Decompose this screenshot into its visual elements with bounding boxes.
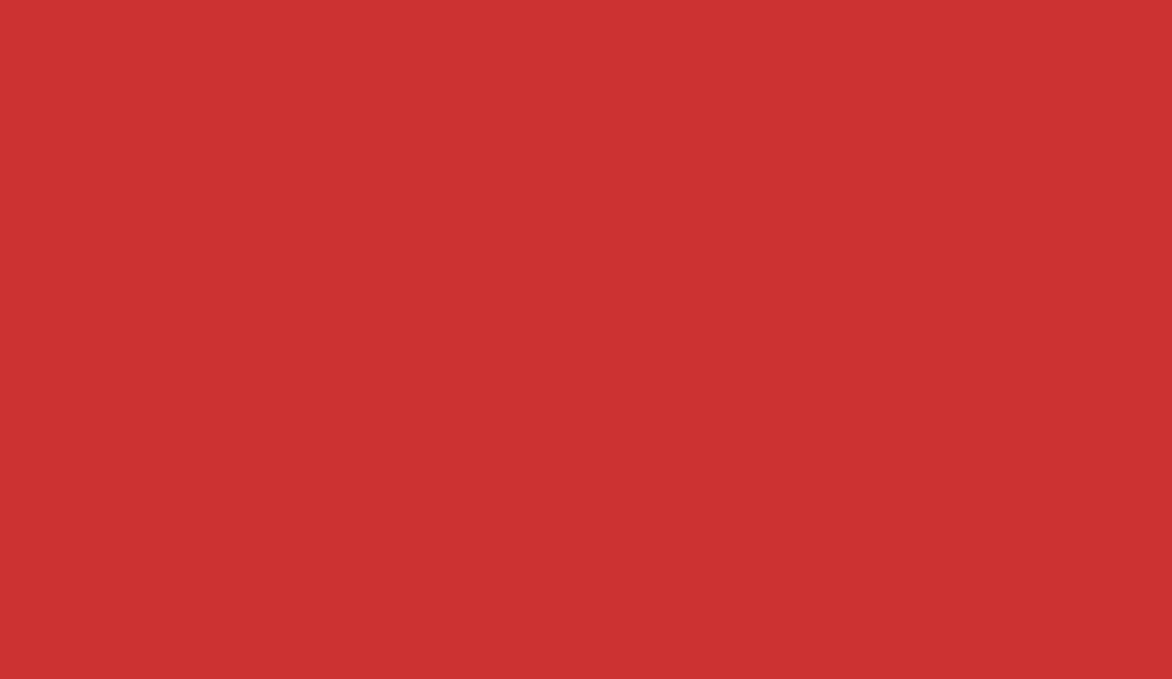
screenshot-viewport — [0, 0, 1172, 679]
solid-red-background — [0, 0, 1172, 679]
